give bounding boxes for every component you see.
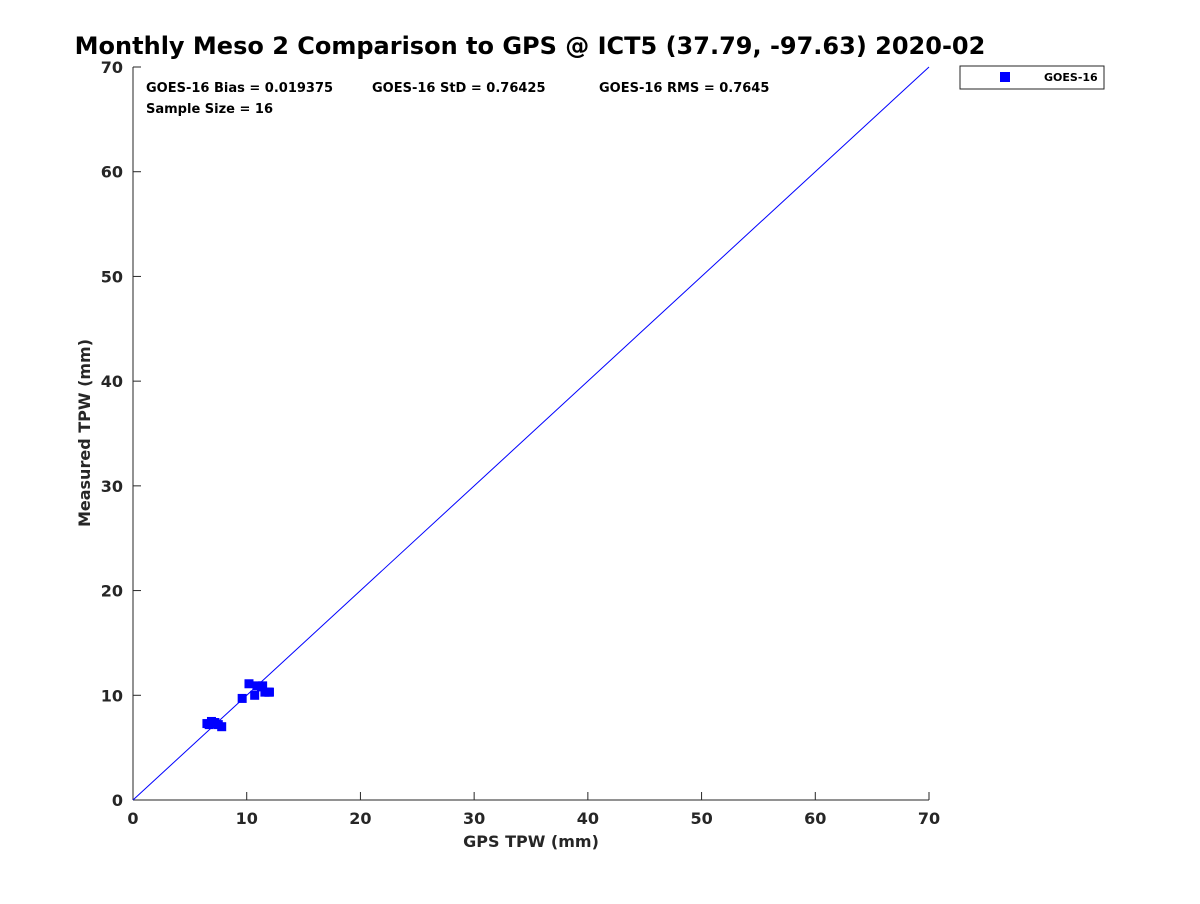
y-tick-label: 50 [101,267,123,286]
y-tick-label: 30 [101,477,123,496]
y-axis-label: Measured TPW (mm) [75,339,94,527]
stat-sample-size: Sample Size = 16 [146,102,273,117]
data-point [264,687,274,697]
data-point [217,722,227,732]
data-point [258,681,268,691]
y-tick-label: 10 [101,686,123,705]
stat-bias: GOES-16 Bias = 0.019375 [146,81,333,96]
y-tick-label: 70 [101,58,123,77]
chart-title: Monthly Meso 2 Comparison to GPS @ ICT5 … [75,32,986,60]
x-tick-label: 30 [463,809,485,828]
legend-box [959,65,1105,90]
x-tick-label: 40 [577,809,599,828]
stat-std: GOES-16 StD = 0.76425 [372,81,546,96]
x-tick-label: 70 [918,809,940,828]
data-point [237,693,247,703]
y-tick-label: 0 [112,791,123,810]
legend-marker [1000,72,1010,82]
x-tick-label: 10 [236,809,258,828]
x-tick-label: 0 [127,809,138,828]
x-tick-label: 60 [804,809,826,828]
x-tick-label: 50 [690,809,712,828]
x-tick-label: 20 [349,809,371,828]
data-point [252,681,262,691]
plot-area: 0 10 20 30 40 50 60 70 0 10 20 30 40 50 60 70 [101,58,940,828]
y-tick-label: 60 [101,163,123,182]
y-tick-label: 40 [101,372,123,391]
legend-label-goes-16: GOES-16 [1044,71,1098,84]
y-tick-label: 20 [101,582,123,601]
data-point [250,690,260,700]
x-axis-label: GPS TPW (mm) [463,832,599,851]
stat-rms: GOES-16 RMS = 0.7645 [599,81,769,96]
one-to-one-line [132,66,930,801]
data-point [244,679,254,689]
legend: GOES-16 [959,65,1105,90]
